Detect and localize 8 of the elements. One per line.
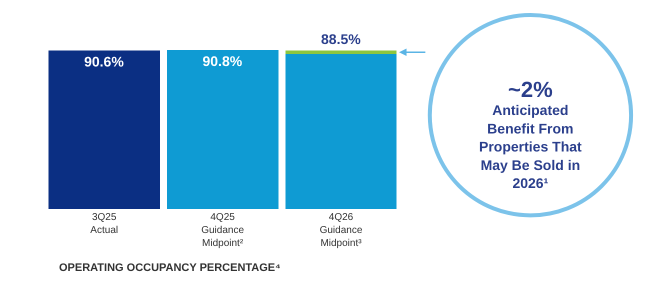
x-tick-label: 4Q26 Guidance Midpoint³ (320, 212, 363, 249)
data-label: 90.8% (202, 53, 243, 69)
data-label: 90.6% (84, 53, 124, 70)
text: ~2% Anticipated Benefit From Properties That May Be Sold in 2026¹ (479, 77, 582, 191)
data-label: 88.5% (321, 31, 362, 47)
x-tick-label: 4Q25 Guidance Midpoint² (201, 212, 244, 249)
x-axis-title: OPERATING OCCUPANCY PERCENTAGE⁴ (59, 262, 281, 274)
x-tick-label: 3Q25 Actual (90, 212, 118, 236)
